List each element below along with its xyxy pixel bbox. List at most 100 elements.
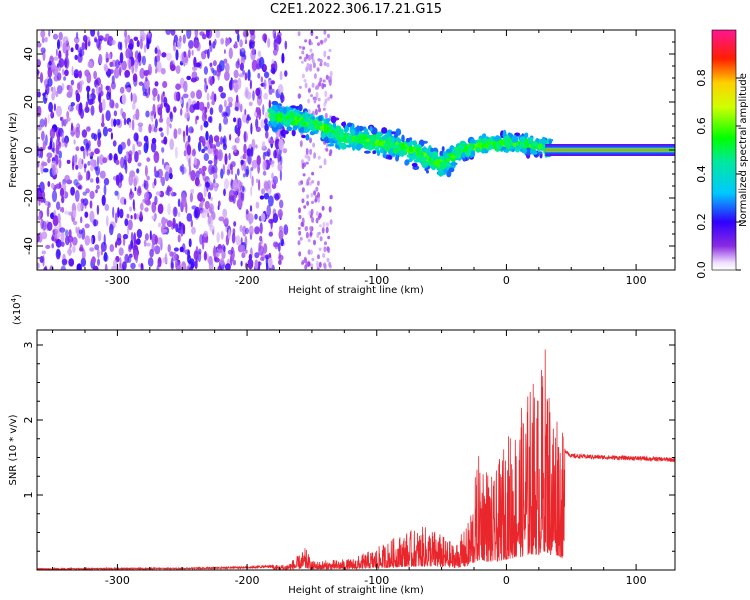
heatmap-cell: [262, 33, 268, 42]
heatmap-cell: [87, 60, 94, 68]
heatmap-cell: [264, 123, 269, 132]
heatmap-cell: [283, 107, 287, 115]
y-multiplier: (x104): [10, 294, 23, 325]
heatmap-cell: [45, 83, 50, 95]
x-tick-label: -300: [105, 574, 130, 587]
heatmap-cell: [370, 135, 376, 144]
heatmap-cell: [151, 243, 155, 253]
heatmap-cell: [161, 216, 167, 227]
heatmap-cell: [271, 104, 278, 111]
heatmap-cell: [376, 150, 381, 157]
heatmap-cell: [181, 163, 185, 176]
heatmap-cell: [199, 31, 205, 36]
heatmap-cell: [74, 73, 79, 78]
heatmap-cell: [149, 230, 152, 241]
heatmap-cell: [39, 255, 44, 264]
heatmap-cell: [319, 62, 323, 67]
heatmap-cell: [317, 192, 320, 199]
heatmap-cell: [86, 71, 90, 78]
heatmap-cell: [318, 115, 323, 121]
heatmap-cell: [233, 117, 237, 123]
heatmap-cell: [144, 207, 149, 212]
heatmap-cell: [85, 188, 90, 194]
heatmap-cell: [190, 91, 196, 99]
heatmap-cell: [185, 107, 190, 119]
heatmap-cell: [291, 129, 296, 137]
heatmap-cell: [213, 154, 218, 166]
heatmap-cell: [175, 261, 181, 270]
heatmap-cell: [66, 159, 71, 164]
heatmap-cell: [130, 215, 133, 220]
heatmap-cell: [126, 87, 131, 93]
heatmap-cell: [218, 104, 223, 113]
heatmap-cell: [503, 136, 508, 141]
heatmap-cell: [37, 59, 41, 68]
heatmap-cell: [239, 62, 244, 71]
heatmap-cell: [134, 186, 137, 192]
heatmap-cell: [218, 216, 225, 222]
heatmap-cell: [203, 251, 207, 261]
heatmap-cell: [140, 202, 144, 211]
heatmap-cell: [85, 101, 89, 113]
heatmap-cell: [323, 158, 327, 166]
heatmap-cell: [48, 30, 51, 37]
heatmap-cell: [47, 114, 50, 124]
heatmap-cell: [244, 72, 248, 81]
heatmap-cell: [268, 86, 273, 96]
heatmap-cell: [169, 172, 173, 180]
heatmap-cell: [166, 185, 171, 197]
heatmap-cell: [326, 222, 329, 227]
heatmap-cell: [235, 30, 240, 35]
heatmap-cell: [85, 171, 88, 182]
heatmap-cell: [404, 159, 410, 166]
heatmap-cell: [147, 257, 154, 267]
heatmap-cell: [311, 200, 314, 205]
heatmap-cell: [249, 30, 255, 36]
heatmap-cell: [203, 120, 209, 128]
heatmap-cell: [156, 61, 162, 73]
heatmap-cell: [476, 147, 481, 151]
heatmap-cell: [214, 38, 217, 46]
heatmap-cell: [275, 133, 280, 138]
heatmap-cell: [393, 133, 398, 139]
heatmap-cell: [142, 91, 148, 97]
heatmap-cell: [102, 157, 108, 164]
heatmap-cell: [187, 135, 191, 143]
heatmap-cell: [290, 119, 295, 126]
bottom-xlabel: Height of straight line (km): [288, 585, 424, 596]
heatmap-cell: [78, 102, 83, 113]
heatmap-cell: [157, 203, 164, 215]
heatmap-cell: [46, 206, 50, 218]
heatmap-cell: [330, 115, 337, 124]
heatmap-cell: [203, 230, 209, 238]
heatmap-cell: [278, 252, 281, 259]
heatmap-cell: [85, 142, 90, 150]
heatmap-cell: [226, 169, 231, 176]
heatmap-cell: [68, 246, 72, 257]
heatmap-cell: [221, 111, 228, 118]
heatmap-cell: [298, 85, 302, 89]
heatmap-cell: [124, 218, 129, 227]
heatmap-cell: [72, 210, 77, 218]
heatmap-cell: [369, 126, 373, 132]
heatmap-cell: [125, 48, 130, 59]
heatmap-cell: [450, 154, 456, 159]
heatmap-cell: [82, 198, 89, 206]
heatmap-cell: [274, 32, 277, 43]
heatmap-cell: [107, 72, 111, 79]
heatmap-cell: [335, 144, 339, 149]
heatmap-cell: [169, 123, 172, 129]
heatmap-cell: [207, 191, 211, 200]
heatmap-cell: [265, 130, 269, 139]
heatmap-cell: [254, 259, 259, 270]
heatmap-cell: [244, 35, 248, 44]
heatmap-cell: [182, 224, 186, 235]
heatmap-cell: [133, 175, 139, 185]
heatmap-cell: [310, 42, 314, 45]
heatmap-cell: [90, 236, 93, 245]
heatmap-cell: [83, 163, 87, 169]
heatmap-cell: [123, 155, 127, 166]
heatmap-cell: [138, 81, 144, 86]
heatmap-cell: [306, 67, 310, 71]
heatmap-cell: [203, 146, 208, 151]
